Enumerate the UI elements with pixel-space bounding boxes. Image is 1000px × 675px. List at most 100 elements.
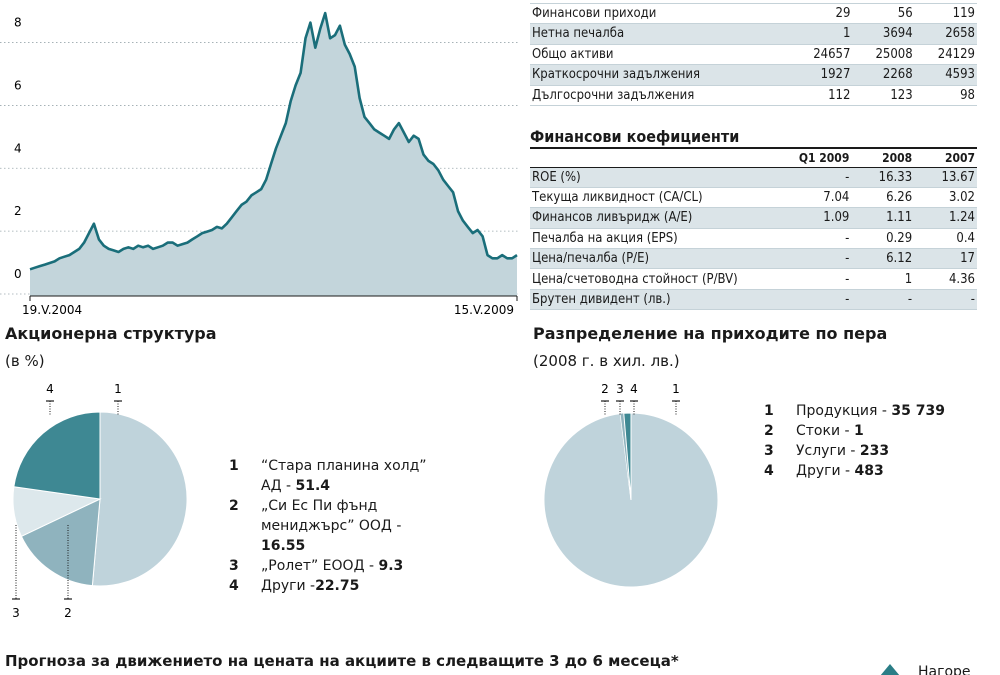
cell-value: - [914,289,977,311]
legend-item: 1 “Стара планина холд” АД - 51.4 [229,456,429,496]
cell-value: 0.4 [914,228,977,250]
financial-data-table: Финансови приходи 29 56 119 Нетна печалб… [530,0,977,106]
pie-slice [20,498,101,587]
row-label: Текуща ликвидност (CA/CL) [530,187,760,209]
pie-slice [91,411,188,587]
cell-value: 24657 [790,44,853,65]
cell-value: 0.29 [851,228,915,250]
x-label-start: 19.V.2004 [22,303,82,317]
table-row: Краткосрочни задължения 1927 2268 4593 [530,64,977,86]
cell-value: 2268 [852,64,915,86]
table-row: Цена/печалба (P/E) - 6.12 17 [530,248,977,270]
pie-slice [623,412,632,501]
x-label-end: 15.V.2009 [454,303,514,317]
legend-text: Други - [796,463,855,479]
table-row: Брутен дивидент (лв.) - - - [530,289,977,311]
column-header: 2007 [914,148,977,168]
revenue-subtitle: (2008 г. в хил. лв.) [533,352,680,370]
row-label: Брутен дивидент (лв.) [530,289,760,311]
cell-value: - [760,248,852,270]
row-label: Нетна печалба [530,23,791,45]
table-row: Финансови приходи 29 56 119 [530,3,977,24]
cell-value: 123 [852,85,915,106]
price-area-chart: 0 2 4 6 8 19.V.2004 15.V.2009 [0,11,520,317]
slice-label: 3 [12,606,20,620]
cell-value: 3.02 [914,187,977,209]
price-area [30,13,517,296]
column-header: Q1 2009 [760,148,852,168]
cell-value: 25008 [852,44,915,65]
legend-value: 233 [859,443,890,459]
y-tick-label: 2 [14,204,22,218]
cell-value: 24129 [914,44,977,65]
table-title: Финансови коефициенти [530,126,977,149]
table-row: Цена/счетоводна стойност (P/BV) - 1 4.36 [530,268,977,290]
row-label: ROE (%) [530,167,760,188]
forecast-title: Прогноза за движението на цената на акци… [5,652,679,670]
cell-value: 4593 [914,64,977,86]
cell-value: 13.67 [914,167,977,188]
forecast-up-label: Нагоре [918,664,971,675]
row-label: Финансови приходи [530,3,791,24]
legend-item: 2 „Си Ес Пи фънд мениджърс” ООД - 16.55 [229,496,429,556]
legend-number: 1 [764,403,774,419]
legend-number: 2 [764,423,774,439]
legend-text: Услуги - [796,443,860,459]
financial-ratios-table: Финансови коефициенти Q1 2009 2008 2007 … [530,126,977,311]
y-tick-label: 0 [14,267,22,281]
cell-value: 2658 [914,23,977,45]
cell-value: - [760,268,852,290]
legend-text: Други - [261,578,316,594]
row-label: Цена/печалба (P/E) [530,248,760,270]
row-label: Дългосрочни задължения [530,85,791,106]
legend-value: 16.55 [261,538,306,554]
legend-item: 4 Други -22.75 [229,576,429,596]
table-title-row: Финансови коефициенти [530,126,977,149]
slice-label: 3 [616,382,624,396]
revenue-title: Разпределение на приходите по пера [533,324,888,343]
legend-text: „Си Ес Пи фънд мениджърс” ООД - [261,498,402,534]
cell-value: 1.09 [760,207,852,229]
column-header: 2008 [851,148,915,168]
table-row: Дългосрочни задължения 112 123 98 [530,85,977,106]
slice-label: 2 [601,382,609,396]
price-line [29,11,518,271]
row-label: Финансов ливъридж (A/E) [530,207,760,229]
cell-value: 3694 [852,23,915,45]
cell-value: 119 [914,3,977,24]
legend-text: “Стара планина холд” АД - [261,458,427,494]
legend-item: 1 Продукция - 35 739 [764,401,984,421]
slice-label: 1 [114,382,122,396]
legend-value: 483 [854,463,884,479]
cell-value: 7.04 [760,187,852,209]
legend-value: 51.4 [295,478,331,494]
cell-value: 4.36 [914,268,977,290]
legend-number: 1 [229,458,239,474]
shareholders-legend: 1 “Стара планина холд” АД - 51.4 2 „Си Е… [229,456,429,596]
y-tick-label: 4 [14,141,22,155]
table-row: Нетна печалба 1 3694 2658 [530,23,977,45]
y-tick-label: 8 [14,16,22,30]
cell-value: - [760,228,852,250]
legend-text: Продукция - [796,403,892,419]
y-tick-labels: 0 2 4 6 8 [14,16,22,281]
cell-value: 16.33 [851,167,915,188]
legend-number: 3 [229,558,239,574]
revenue-legend: 1 Продукция - 35 739 2 Стоки - 1 3 Услуг… [764,401,984,481]
y-tick-label: 6 [14,78,22,92]
legend-item: 3 „Ролет” ЕООД - 9.3 [229,556,429,576]
legend-item: 4 Други - 483 [764,461,984,481]
slice-label: 4 [630,382,638,396]
row-label: Цена/счетоводна стойност (P/BV) [530,268,760,290]
table-header-row: Q1 2009 2008 2007 [530,148,977,168]
cell-value: 112 [790,85,853,106]
cell-value: 29 [790,3,853,24]
table-row: ROE (%) - 16.33 13.67 [530,167,977,188]
cell-value: - [851,289,915,311]
legend-text: Стоки - [796,423,855,439]
legend-value: 1 [854,423,864,439]
shareholders-pie-chart: 1 2 3 4 [12,382,188,620]
legend-value: 22.75 [315,578,360,594]
row-label: Краткосрочни задължения [530,64,791,86]
table-row: Текуща ликвидност (CA/CL) 7.04 6.26 3.02 [530,187,977,209]
